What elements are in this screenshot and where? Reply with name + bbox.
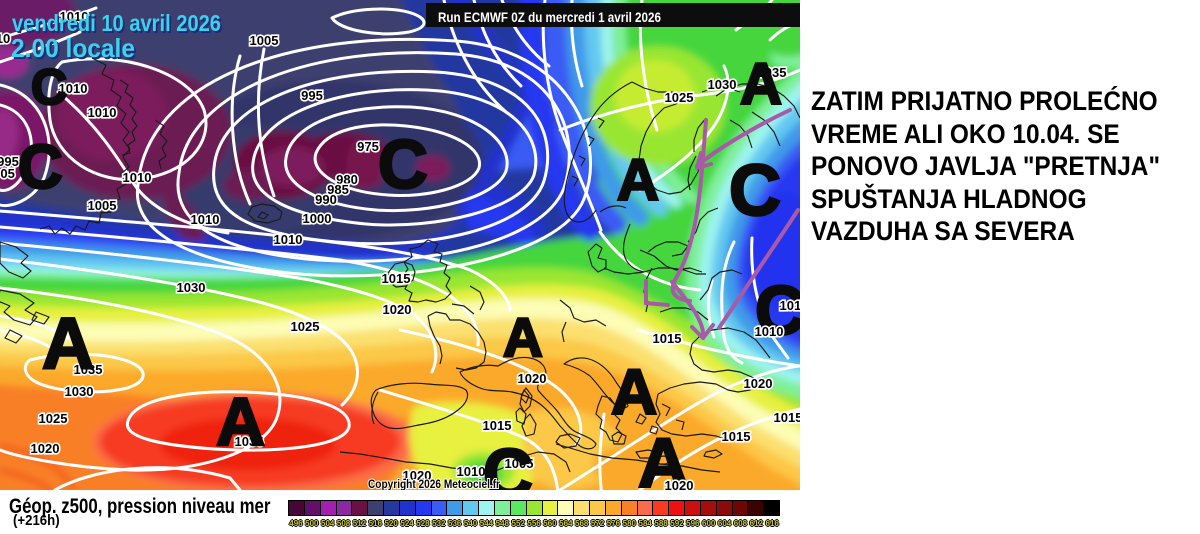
svg-text:A: A xyxy=(611,356,657,428)
svg-text:1015: 1015 xyxy=(382,271,411,286)
svg-text:C: C xyxy=(483,435,533,490)
svg-text:Copyright 2026 Meteociel.fr: Copyright 2026 Meteociel.fr xyxy=(368,477,500,490)
svg-text:C: C xyxy=(18,133,63,202)
svg-text:1010: 1010 xyxy=(123,170,152,185)
svg-text:1035: 1035 xyxy=(235,434,264,449)
svg-text:975: 975 xyxy=(357,139,379,154)
svg-text:985: 985 xyxy=(327,182,349,197)
svg-text:1025: 1025 xyxy=(39,411,68,426)
svg-text:2.00 locale: 2.00 locale xyxy=(11,33,135,63)
svg-text:1015: 1015 xyxy=(653,331,682,346)
svg-text:1005: 1005 xyxy=(250,33,279,48)
svg-text:A: A xyxy=(617,148,659,213)
svg-text:995: 995 xyxy=(301,88,323,103)
svg-text:1015: 1015 xyxy=(774,410,800,425)
svg-text:1010: 1010 xyxy=(88,105,117,120)
svg-text:Run ECMWF 0Z du mercredi 1 avr: Run ECMWF 0Z du mercredi 1 avril 2026 xyxy=(438,9,661,25)
svg-text:1025: 1025 xyxy=(665,90,694,105)
svg-text:A: A xyxy=(42,304,94,384)
svg-text:A: A xyxy=(216,384,265,460)
svg-text:1005: 1005 xyxy=(505,456,534,471)
svg-text:1020: 1020 xyxy=(665,478,694,490)
svg-text:1010: 1010 xyxy=(457,464,486,479)
svg-text:vendredi 10 avril 2026: vendredi 10 avril 2026 xyxy=(12,10,221,36)
svg-text:1025: 1025 xyxy=(291,319,320,334)
svg-text:1030: 1030 xyxy=(708,77,737,92)
svg-text:005: 005 xyxy=(0,166,15,181)
svg-text:1010: 1010 xyxy=(755,324,784,339)
svg-text:1020: 1020 xyxy=(518,371,547,386)
svg-text:C: C xyxy=(755,272,800,349)
svg-text:1020: 1020 xyxy=(31,441,60,456)
svg-text:C: C xyxy=(31,59,67,115)
svg-text:1010: 1010 xyxy=(60,9,89,24)
svg-text:1010: 1010 xyxy=(59,81,88,96)
svg-text:1035: 1035 xyxy=(758,65,787,80)
svg-text:1020: 1020 xyxy=(403,468,432,483)
svg-text:1000: 1000 xyxy=(303,211,332,226)
svg-text:A: A xyxy=(503,306,543,368)
svg-text:1030: 1030 xyxy=(65,384,94,399)
svg-text:1015: 1015 xyxy=(483,418,512,433)
svg-text:A: A xyxy=(638,424,689,490)
svg-text:990: 990 xyxy=(315,192,337,207)
svg-text:1020: 1020 xyxy=(744,376,773,391)
svg-text:10: 10 xyxy=(0,31,10,46)
svg-text:A: A xyxy=(740,52,782,117)
svg-text:1015: 1015 xyxy=(722,429,751,444)
svg-text:C: C xyxy=(729,151,781,231)
svg-text:1030: 1030 xyxy=(177,280,206,295)
svg-text:1005: 1005 xyxy=(88,198,117,213)
svg-text:C: C xyxy=(378,126,428,203)
svg-text:1010: 1010 xyxy=(274,232,303,247)
svg-text:995: 995 xyxy=(0,154,19,169)
svg-text:1035: 1035 xyxy=(74,362,103,377)
svg-text:1020: 1020 xyxy=(383,302,412,317)
svg-text:1010: 1010 xyxy=(191,212,220,227)
svg-text:1016: 1016 xyxy=(780,298,800,313)
svg-text:980: 980 xyxy=(336,172,358,187)
